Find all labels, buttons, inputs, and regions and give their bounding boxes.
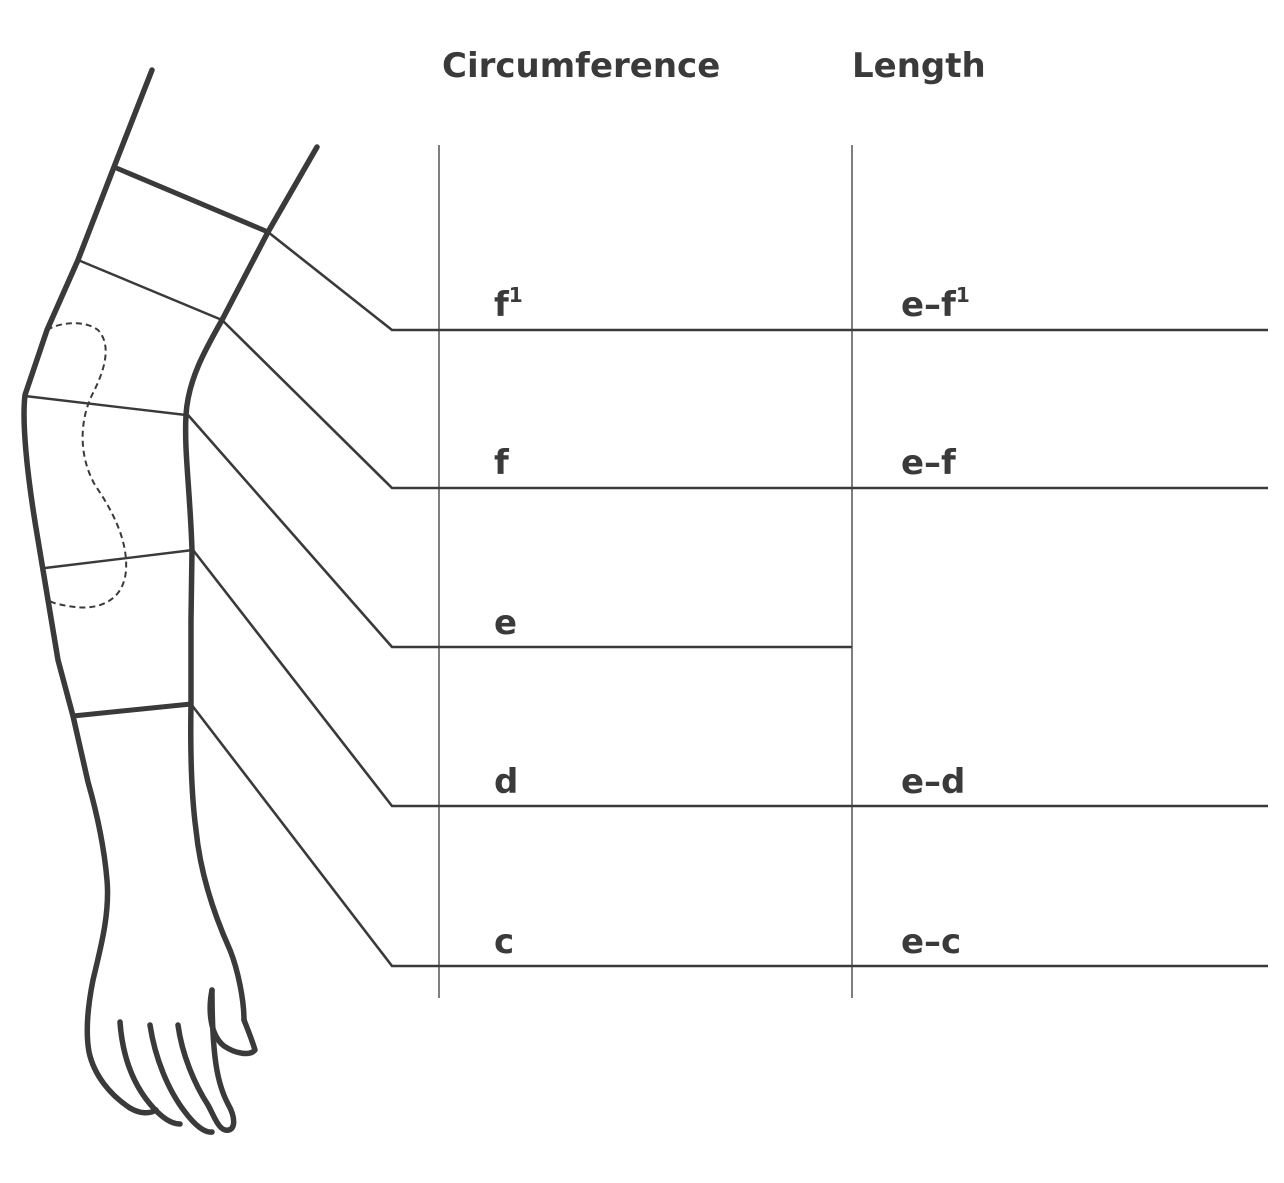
band-top xyxy=(111,164,271,235)
arm-outline xyxy=(21,67,320,1135)
circumference-header: Circumference xyxy=(442,46,720,86)
arm-outer-edge xyxy=(21,67,155,1111)
row-line-f1 xyxy=(267,230,1268,332)
finger-index xyxy=(175,987,237,1133)
row-line-c xyxy=(189,703,1268,968)
band-f xyxy=(24,394,187,417)
circumference-label-f: f xyxy=(494,443,510,483)
length-label-e-c: e–c xyxy=(901,922,961,962)
length-label-e-f1: e–f1 xyxy=(901,283,970,325)
thumb xyxy=(207,987,258,1057)
row-line-e xyxy=(187,414,852,649)
row-line-d xyxy=(191,549,1268,808)
circumference-label-e: e xyxy=(494,603,517,643)
length-header: Length xyxy=(852,46,986,86)
circumference-label-c: c xyxy=(494,922,514,962)
finger-ring xyxy=(117,1019,183,1127)
row-line-f xyxy=(221,319,1268,490)
elbow-patch-outline xyxy=(46,322,128,609)
finger-middle xyxy=(147,1022,215,1135)
circumference-label-d: d xyxy=(494,762,518,802)
length-label-e-d: e–d xyxy=(901,762,965,802)
band-e xyxy=(44,548,194,570)
band-f1 xyxy=(77,258,223,322)
circumference-label-f1: f1 xyxy=(494,283,523,325)
length-label-e-f: e–f xyxy=(901,443,957,483)
arm-inner-edge xyxy=(182,144,320,1023)
finger-little xyxy=(127,1105,159,1116)
band-d xyxy=(70,701,194,719)
